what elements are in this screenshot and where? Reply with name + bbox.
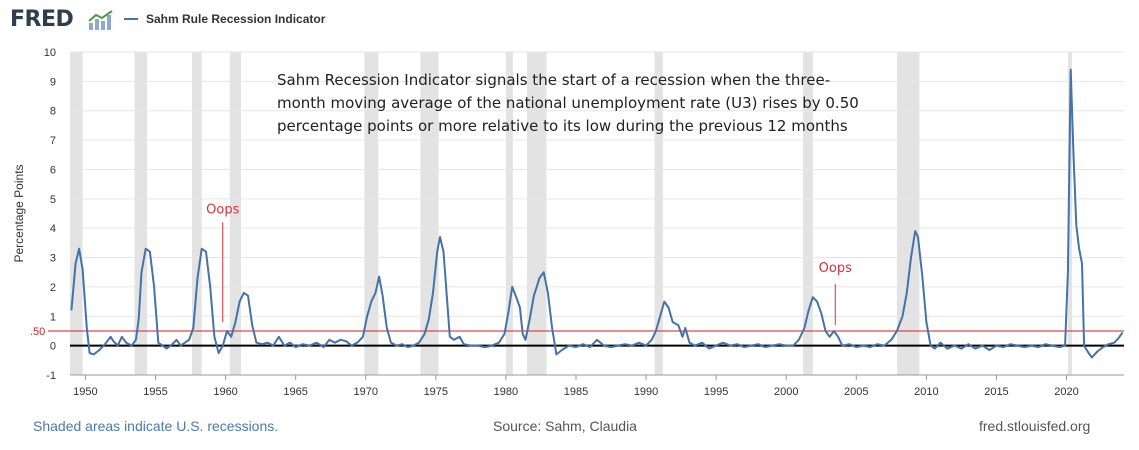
source-url-link[interactable]: fred.stlouisfed.org [979, 418, 1091, 434]
recession-band [70, 52, 83, 375]
chart-legend: Sahm Rule Recession Indicator [124, 12, 325, 26]
y-tick-label: 8 [50, 106, 56, 118]
y-tick-label: 0 [50, 341, 56, 353]
recession-band [896, 52, 920, 375]
x-tick-label: 1950 [73, 386, 97, 398]
y-tick-label: 9 [50, 76, 56, 88]
recession-band [526, 52, 547, 375]
recession-band [420, 52, 439, 375]
recession-note: Shaded areas indicate U.S. recessions. [33, 418, 279, 434]
annotation-text-line: percentage points or more relative to it… [277, 117, 848, 135]
recession-band [1067, 52, 1073, 375]
x-tick-label: 1970 [353, 386, 377, 398]
x-tick-label: 2000 [774, 386, 798, 398]
x-tick-label: 1975 [424, 386, 448, 398]
x-tick-label: 1990 [634, 386, 658, 398]
fred-logo[interactable]: FRED [10, 7, 74, 32]
y-tick-label: 3 [50, 253, 56, 265]
x-tick-label: 1985 [564, 386, 588, 398]
callout-label: Oops [819, 261, 852, 276]
chart-plot: -1 0 1 2 3 4 5 6 7 8 9 10 1950 1955 1960 1965 1970 1975 19… [12, 47, 1124, 398]
annotation-text-line: Sahm Recession Indicator signals the sta… [277, 71, 830, 89]
y-tick-label: 6 [50, 164, 56, 176]
x-tick-label: 1995 [704, 386, 728, 398]
source-credit: Source: Sahm, Claudia [493, 418, 637, 434]
y-tick-label: -1 [46, 370, 56, 382]
x-tick-label: 2015 [984, 386, 1008, 398]
x-tick-label: 1980 [494, 386, 518, 398]
x-tick-label: 1955 [143, 386, 167, 398]
y-tick-label: 4 [50, 223, 56, 235]
y-tick-label: 7 [50, 135, 56, 147]
legend-swatch [124, 18, 138, 20]
recession-band [229, 52, 241, 375]
y-axis-title: Percentage Points [12, 164, 26, 262]
x-tick-label: 1960 [213, 386, 237, 398]
series-line [70, 68, 1124, 359]
y-tick-label: 2 [50, 282, 56, 294]
x-tick-label: 2020 [1054, 386, 1078, 398]
x-tick-label: 1965 [283, 386, 307, 398]
callout-label: Oops [206, 203, 239, 218]
recession-band [191, 52, 202, 375]
line-chart-icon [88, 10, 113, 30]
y-tick-label: 1 [50, 311, 56, 323]
annotation-text-line: month moving average of the national une… [277, 94, 859, 112]
y-tick-label: 5 [50, 194, 56, 206]
chart-header: FRED Sahm Rule Recession Indicator [0, 0, 1139, 40]
recession-band [134, 52, 148, 375]
recession-band [654, 52, 663, 375]
legend-series-label: Sahm Rule Recession Indicator [146, 12, 326, 26]
recession-band [505, 52, 513, 375]
reference-label: .50 [30, 326, 45, 338]
y-tick-label: 10 [44, 47, 56, 59]
recession-band [803, 52, 813, 375]
x-tick-label: 2005 [844, 386, 868, 398]
x-tick-label: 2010 [914, 386, 938, 398]
